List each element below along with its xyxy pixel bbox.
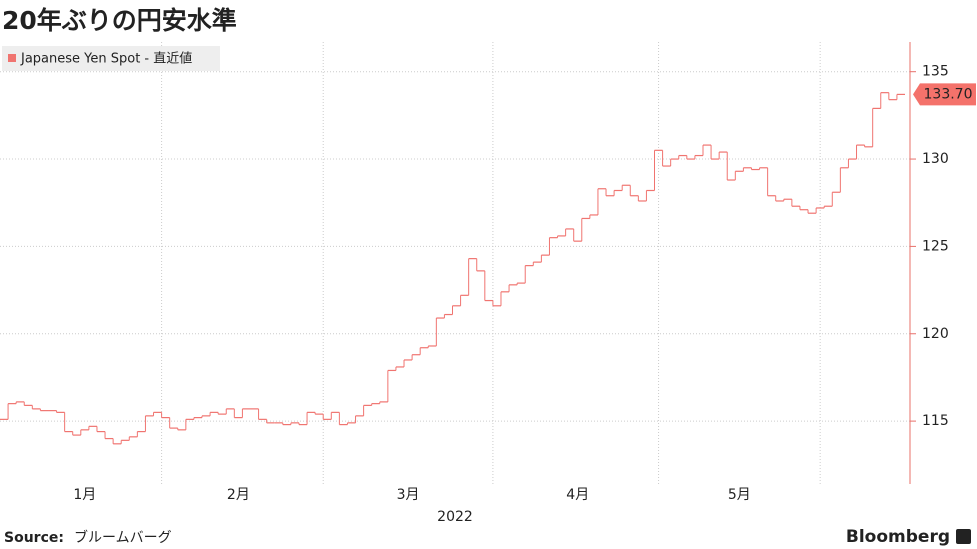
brand: Bloomberg [846,527,950,547]
source-label: Source: [4,530,64,546]
y-tick-label: 135 [922,64,949,80]
y-tick-label: 125 [922,238,949,254]
x-tick-label: 3月 [397,487,420,503]
value-label: 133.70 [924,86,973,102]
x-axis-label: 2022 [437,509,473,525]
brand-icon [956,529,971,544]
legend-label: Japanese Yen Spot - 直近値 [20,51,192,67]
y-tick-label: 115 [922,413,949,429]
x-tick-label: 4月 [566,487,589,503]
y-tick-label: 120 [922,326,949,342]
y-tick-label: 130 [922,151,949,167]
legend-box [2,46,220,71]
x-tick-label: 1月 [73,487,96,503]
source: ブルームバーグ [74,529,172,546]
legend-swatch [8,54,16,62]
chart-title: 20年ぶりの円安水準 [2,6,237,35]
value-tag [913,83,976,106]
x-tick-label: 2月 [227,487,250,503]
x-tick-label: 5月 [728,487,751,503]
